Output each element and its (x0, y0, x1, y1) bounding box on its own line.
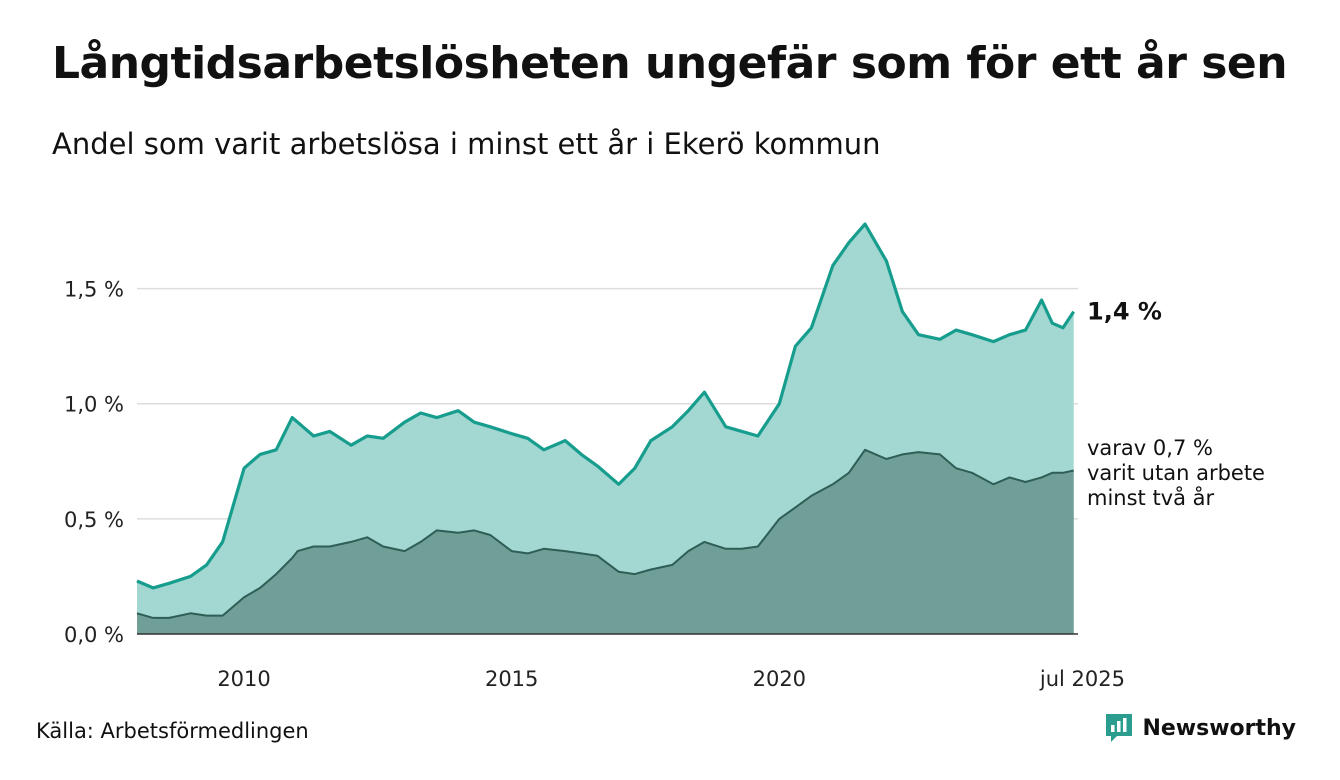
lower-series-area (137, 449, 1074, 634)
chart-title: Långtidsarbetslösheten ungefär som för e… (52, 38, 1288, 89)
brand-logo: Newsworthy (1104, 712, 1296, 744)
upper-series-line (136, 222, 1076, 590)
lower-series-line (136, 448, 1074, 619)
y-tick-label: 1,0 % (64, 393, 124, 417)
lower-end-label-line-3: minst två år (1087, 485, 1215, 510)
x-tick-label: 2020 (753, 667, 806, 691)
source-note: Källa: Arbetsförmedlingen (36, 719, 309, 743)
chart-subtitle: Andel som varit arbetslösa i minst ett å… (52, 127, 881, 161)
y-tick-label: 0,5 % (64, 508, 124, 532)
newsworthy-logo-icon (1106, 714, 1133, 742)
x-tick-label: 2010 (217, 667, 270, 691)
lower-end-label-line-1: varav 0,7 % (1087, 436, 1213, 460)
y-tick-label: 1,5 % (64, 278, 124, 302)
y-tick-label: 0,0 % (64, 623, 124, 647)
x-tick-label: 2015 (485, 667, 538, 691)
y-axis-ticks: 0,0 % 0,5 % 1,0 % 1,5 % (64, 278, 124, 647)
lower-end-label: varav 0,7 % varit utan arbete minst två … (1087, 436, 1272, 510)
upper-end-label: 1,4 % (1087, 298, 1162, 326)
lower-end-label-line-2: varit utan arbete (1087, 461, 1265, 485)
x-axis-ticks: 2010 2015 2020 jul 2025 (217, 667, 1125, 691)
brand-name: Newsworthy (1142, 715, 1296, 741)
x-tick-label: jul 2025 (1039, 667, 1125, 691)
